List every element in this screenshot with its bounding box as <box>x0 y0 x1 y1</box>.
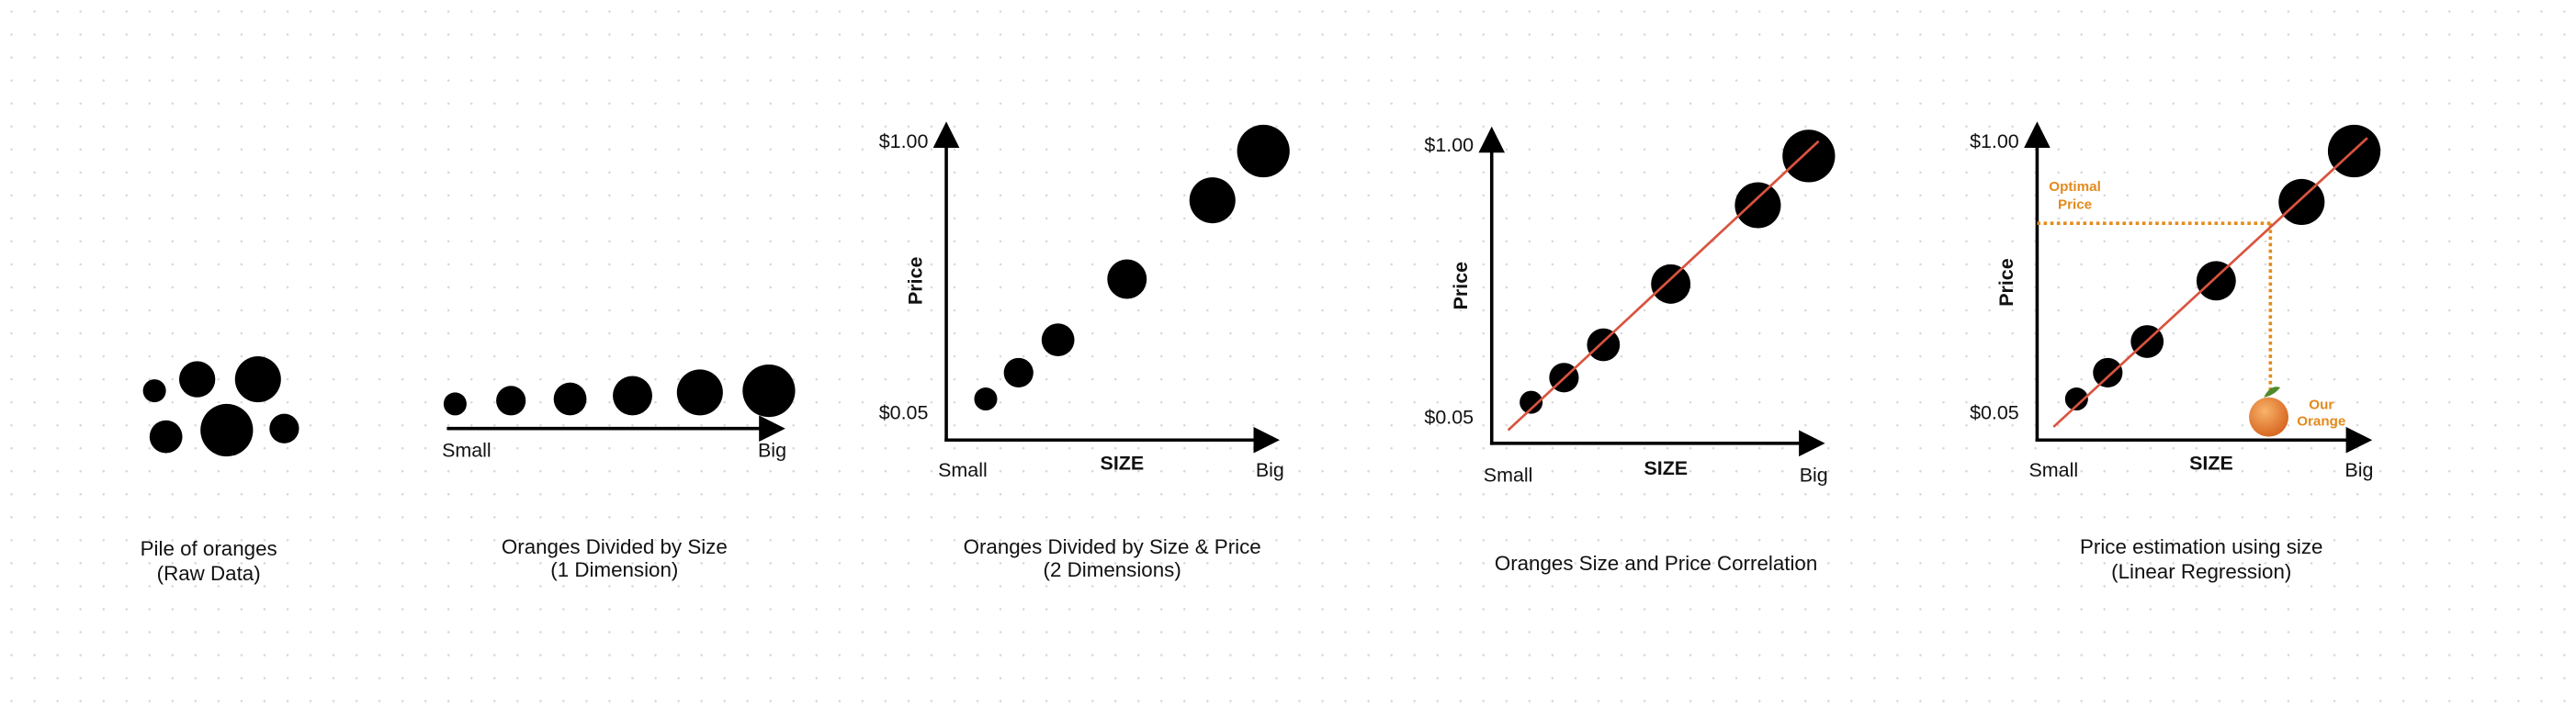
y-max: $1.00 <box>1970 130 2019 152</box>
x-title: SIZE <box>1101 453 1145 475</box>
axis-max: Big <box>758 439 786 461</box>
oranges <box>974 124 1290 411</box>
caption: (Linear Regression) <box>2111 560 2291 583</box>
caption: (2 Dimensions) <box>1044 558 1181 581</box>
caption: Price estimation using size <box>2080 535 2323 558</box>
our-orange <box>2249 387 2289 437</box>
y-min: $0.05 <box>879 401 929 423</box>
annotation: Orange <box>2297 414 2345 430</box>
annotation: Optimal <box>2049 179 2101 195</box>
caption: Oranges Divided by Size & Price <box>964 535 1261 558</box>
caption: Pile of oranges <box>141 537 277 560</box>
oranges <box>142 356 299 457</box>
x-title: SIZE <box>2189 453 2233 475</box>
caption: Oranges Size and Price Correlation <box>1495 552 1817 575</box>
regression-line <box>1507 140 1820 432</box>
y-max: $1.00 <box>1424 134 1474 156</box>
y-max: $1.00 <box>879 130 929 152</box>
axis-min: Small <box>442 439 491 461</box>
y-min: $0.05 <box>1424 407 1474 429</box>
regression-line <box>2052 137 2368 428</box>
y-title: Price <box>1995 258 2017 307</box>
caption: (Raw Data) <box>157 562 261 585</box>
annotation: Our <box>2309 398 2333 413</box>
caption: (1 Dimension) <box>550 558 678 581</box>
axis-min: Small <box>938 459 988 481</box>
y-title: Price <box>905 256 927 305</box>
axis-min: Small <box>1484 464 1533 486</box>
axis-max: Big <box>1800 464 1828 486</box>
annotation: Price <box>2058 197 2092 213</box>
x-title: SIZE <box>1644 457 1688 479</box>
axis-max: Big <box>2344 459 2373 481</box>
caption: Oranges Divided by Size <box>502 535 728 558</box>
y-title: Price <box>1450 262 1472 310</box>
axis-max: Big <box>1256 459 1284 481</box>
y-min: $0.05 <box>1970 401 2019 423</box>
axis-min: Small <box>2028 459 2078 481</box>
oranges <box>443 364 796 418</box>
